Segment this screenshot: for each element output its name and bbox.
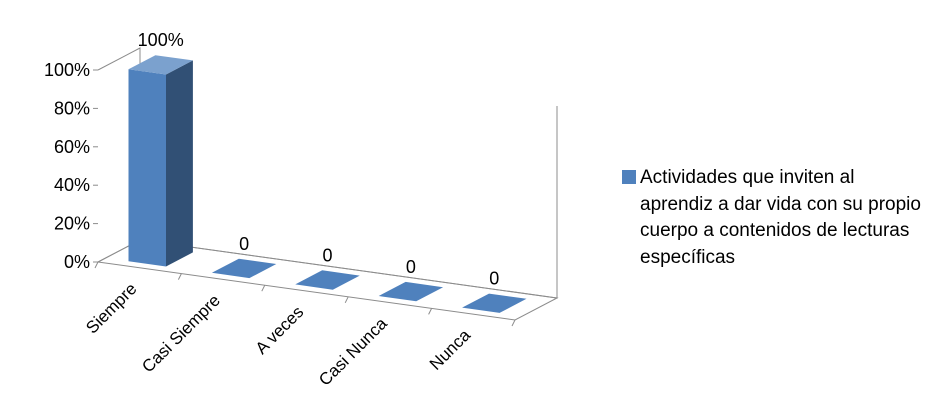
legend-label: Actividades que inviten al aprendiz a da… bbox=[640, 167, 921, 268]
bar-flat-face bbox=[378, 281, 444, 302]
data-label: 0 bbox=[239, 234, 249, 254]
x-tick bbox=[261, 284, 266, 292]
data-label: 100% bbox=[138, 30, 184, 50]
bar-flat-face bbox=[295, 270, 360, 290]
bar bbox=[128, 55, 193, 267]
y-tick-label: 0% bbox=[64, 252, 90, 272]
bar-flat-face bbox=[211, 258, 277, 279]
x-tick bbox=[177, 273, 182, 280]
bar-flat-face bbox=[462, 293, 527, 313]
bar bbox=[211, 258, 277, 279]
floor bbox=[96, 239, 559, 321]
category-label: Siempre bbox=[82, 279, 140, 337]
y-tick-label: 40% bbox=[54, 175, 90, 195]
category-label: Casi Siempre bbox=[138, 291, 224, 377]
x-tick bbox=[428, 308, 433, 315]
bar-front-face bbox=[128, 69, 166, 267]
bar bbox=[462, 293, 527, 313]
data-labels: 100% 0 0 0 0 bbox=[138, 30, 500, 288]
data-label: 0 bbox=[322, 245, 332, 265]
y-tick-label: 80% bbox=[54, 98, 90, 118]
data-label: 0 bbox=[489, 269, 499, 289]
legend-swatch bbox=[622, 170, 636, 184]
y-axis: 0% 20% 40% 60% 80% 100% bbox=[44, 60, 98, 272]
x-tick bbox=[511, 319, 516, 327]
back-wall bbox=[139, 48, 558, 299]
y-tick-label: 60% bbox=[54, 137, 90, 157]
bar bbox=[295, 270, 360, 290]
category-label: A veces bbox=[252, 302, 308, 358]
x-tick bbox=[344, 296, 349, 304]
category-label: Nunca bbox=[426, 325, 475, 374]
data-label: 0 bbox=[406, 257, 416, 277]
bar-top-face bbox=[128, 55, 193, 75]
bars bbox=[128, 55, 527, 313]
y-tick-label: 100% bbox=[44, 60, 90, 80]
bar bbox=[378, 281, 444, 302]
y-tick-label: 20% bbox=[54, 214, 90, 234]
bar-side-face bbox=[166, 60, 193, 267]
category-label: Casi Nunca bbox=[315, 314, 391, 390]
x-tick bbox=[94, 261, 99, 269]
